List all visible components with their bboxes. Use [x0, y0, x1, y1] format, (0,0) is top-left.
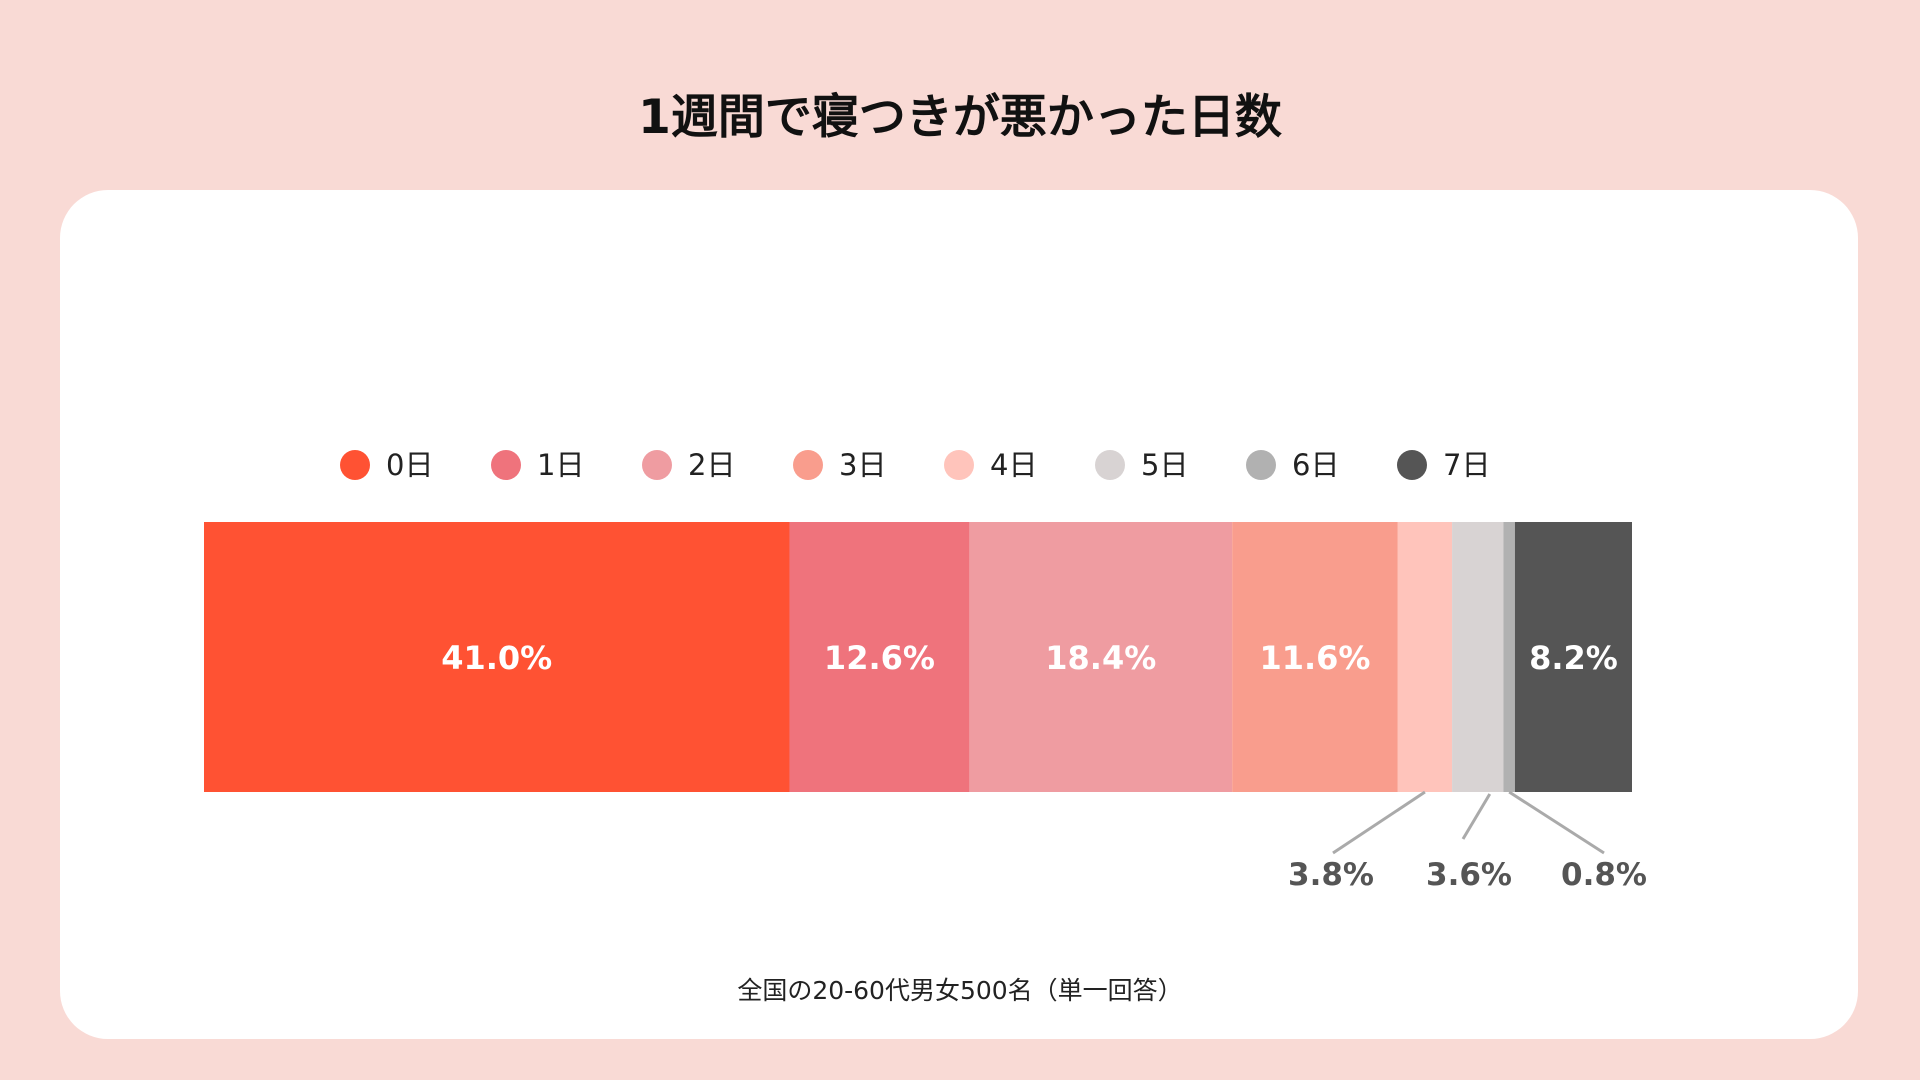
legend-item: 5日 — [1095, 448, 1188, 482]
leader-line — [1461, 793, 1492, 840]
legend: 0日 1日 2日 3日 4日 5日 6日 7日 — [340, 448, 1490, 482]
bar-segment — [204, 522, 790, 792]
legend-item: 0日 — [340, 448, 433, 482]
leader-line — [1332, 790, 1426, 855]
legend-item: 6日 — [1246, 448, 1339, 482]
chart-title: 1週間で寝つきが悪かった日数 — [638, 90, 1282, 145]
legend-item: 3日 — [793, 448, 886, 482]
legend-label: 1日 — [537, 448, 584, 482]
leader-line — [1508, 790, 1605, 855]
legend-label: 6日 — [1292, 448, 1339, 482]
legend-label: 5日 — [1141, 448, 1188, 482]
legend-item: 7日 — [1397, 448, 1490, 482]
footnote: 全国の20-60代男女500名（単一回答） — [737, 976, 1183, 1005]
legend-label: 4日 — [990, 448, 1037, 482]
data-label: 11.6% — [1259, 639, 1370, 677]
bar-segment — [1452, 522, 1504, 792]
legend-marker — [1246, 450, 1276, 480]
legend-marker — [491, 450, 521, 480]
legend-label: 7日 — [1443, 448, 1490, 482]
legend-marker — [340, 450, 370, 480]
callout-label: 3.8% — [1288, 857, 1374, 893]
legend-item: 1日 — [491, 448, 584, 482]
bar-segment — [1514, 522, 1632, 792]
legend-item: 2日 — [642, 448, 735, 482]
callout-leader-lines — [1332, 790, 1605, 855]
bar-segment — [969, 522, 1233, 792]
callout-label: 0.8% — [1561, 857, 1647, 893]
legend-label: 3日 — [839, 448, 886, 482]
bar-segments — [204, 522, 1632, 792]
data-label: 8.2% — [1529, 639, 1618, 677]
legend-label: 2日 — [688, 448, 735, 482]
bar-segment — [1232, 522, 1398, 792]
legend-marker — [642, 450, 672, 480]
callout-label: 3.6% — [1426, 857, 1512, 893]
legend-marker — [1095, 450, 1125, 480]
legend-label: 0日 — [386, 448, 433, 482]
data-labels: 41.0% 12.6% 18.4% 11.6% 8.2% 3.8% 3.6% 0.8% — [441, 639, 1647, 893]
legend-marker — [793, 450, 823, 480]
data-label: 12.6% — [824, 639, 935, 677]
bar-segment — [789, 522, 970, 792]
bar-segment — [1397, 522, 1453, 792]
data-label: 41.0% — [441, 639, 552, 677]
bar-segment — [1503, 522, 1515, 792]
data-label: 18.4% — [1045, 639, 1156, 677]
legend-marker — [944, 450, 974, 480]
legend-item: 4日 — [944, 448, 1037, 482]
legend-marker — [1397, 450, 1427, 480]
